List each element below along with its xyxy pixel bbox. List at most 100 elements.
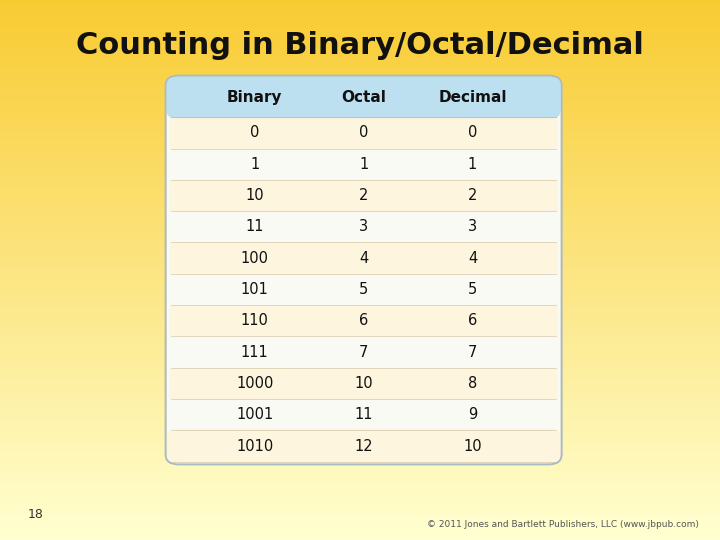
Bar xyxy=(0,169,720,171)
Bar xyxy=(0,144,720,146)
Bar xyxy=(0,52,720,54)
Bar xyxy=(0,414,720,416)
Bar xyxy=(0,123,720,124)
Bar xyxy=(0,11,720,12)
Bar xyxy=(0,474,720,475)
Bar xyxy=(0,387,720,389)
Bar xyxy=(0,417,720,420)
Bar xyxy=(0,20,720,22)
Bar xyxy=(0,430,720,432)
FancyBboxPatch shape xyxy=(166,76,561,119)
Bar xyxy=(169,336,558,368)
Bar xyxy=(0,38,720,39)
Bar xyxy=(0,76,720,77)
Text: 4: 4 xyxy=(468,251,477,266)
Text: 11: 11 xyxy=(354,407,373,422)
Bar xyxy=(0,281,720,282)
Bar xyxy=(0,137,720,139)
Bar xyxy=(0,448,720,450)
Bar xyxy=(0,299,720,301)
Bar xyxy=(0,153,720,155)
Bar xyxy=(0,504,720,506)
Bar xyxy=(0,393,720,394)
Bar xyxy=(0,204,720,205)
Bar xyxy=(0,120,720,123)
Bar xyxy=(0,110,720,112)
Bar xyxy=(0,151,720,153)
Bar xyxy=(0,220,720,221)
Bar xyxy=(0,358,720,360)
Bar xyxy=(0,162,720,164)
Bar xyxy=(0,250,720,252)
Bar xyxy=(0,166,720,167)
Bar xyxy=(0,428,720,430)
Bar xyxy=(0,272,720,274)
Bar xyxy=(0,131,720,133)
Bar xyxy=(0,529,720,531)
Bar xyxy=(0,403,720,405)
Bar xyxy=(0,454,720,455)
Bar xyxy=(0,463,720,464)
Bar xyxy=(0,309,720,312)
Bar xyxy=(0,331,720,333)
Text: 10: 10 xyxy=(463,438,482,454)
Bar xyxy=(0,452,720,454)
Bar xyxy=(0,173,720,174)
Bar xyxy=(0,200,720,201)
Bar xyxy=(0,147,720,150)
Bar xyxy=(0,58,720,59)
Bar xyxy=(0,342,720,344)
Bar xyxy=(0,482,720,484)
Bar xyxy=(0,72,720,74)
Bar xyxy=(0,79,720,81)
Bar xyxy=(0,171,720,173)
Bar xyxy=(0,236,720,238)
Bar xyxy=(0,160,720,162)
Bar xyxy=(0,74,720,76)
Bar xyxy=(0,47,720,49)
Bar xyxy=(0,401,720,403)
Bar xyxy=(0,232,720,234)
Bar xyxy=(0,437,720,439)
Bar xyxy=(0,286,720,288)
Bar xyxy=(0,261,720,263)
Bar xyxy=(0,31,720,32)
Bar xyxy=(0,167,720,169)
Bar xyxy=(0,349,720,351)
Bar xyxy=(0,85,720,86)
Bar xyxy=(0,0,720,2)
Bar xyxy=(169,368,558,399)
Bar xyxy=(0,301,720,302)
Text: 7: 7 xyxy=(359,345,369,360)
Bar xyxy=(0,22,720,23)
Bar xyxy=(0,7,720,9)
Bar xyxy=(0,491,720,493)
Bar xyxy=(0,353,720,355)
Bar xyxy=(0,182,720,184)
Bar xyxy=(0,450,720,452)
Bar xyxy=(0,2,720,4)
Bar xyxy=(0,378,720,380)
Bar xyxy=(0,128,720,130)
Text: Counting in Binary/Octal/Decimal: Counting in Binary/Octal/Decimal xyxy=(76,31,644,60)
Bar xyxy=(0,524,720,525)
Bar xyxy=(0,405,720,407)
Bar xyxy=(0,216,720,218)
Bar xyxy=(0,416,720,417)
Bar xyxy=(0,360,720,362)
Bar xyxy=(0,178,720,180)
Bar xyxy=(0,36,720,38)
Bar xyxy=(0,383,720,385)
Text: © 2011 Jones and Bartlett Publishers, LLC (www.jbpub.com): © 2011 Jones and Bartlett Publishers, LL… xyxy=(426,521,698,529)
Bar xyxy=(0,263,720,265)
Bar xyxy=(0,457,720,459)
Bar xyxy=(169,399,558,430)
Bar xyxy=(0,290,720,292)
Bar xyxy=(0,320,720,322)
Bar xyxy=(0,412,720,414)
Bar xyxy=(0,12,720,15)
Text: 7: 7 xyxy=(468,345,477,360)
Bar xyxy=(0,495,720,497)
Text: 101: 101 xyxy=(240,282,269,297)
Bar xyxy=(0,525,720,528)
